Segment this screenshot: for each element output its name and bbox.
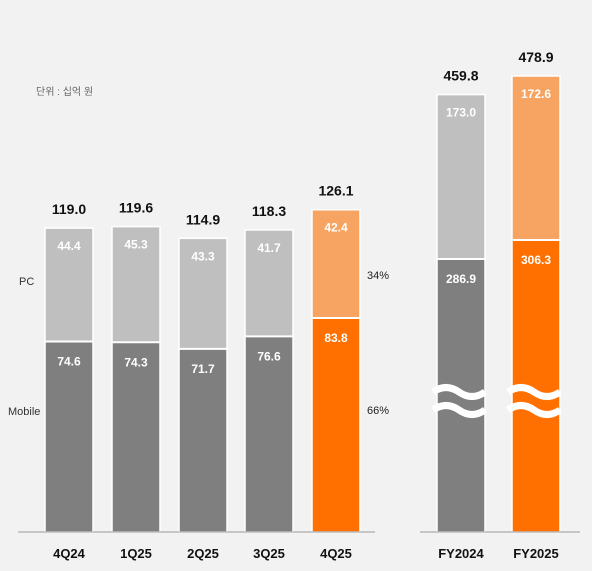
x-tick-label-3q25: 3Q25 <box>253 546 285 561</box>
pc-value-label-fy2025: 172.6 <box>521 87 551 101</box>
mobile-value-label-4q25: 83.8 <box>324 331 348 345</box>
bar-pc-3q25 <box>245 229 293 337</box>
x-tick-label-1q25: 1Q25 <box>120 546 152 561</box>
bar-mobile-1q25 <box>112 342 160 532</box>
bar-pc-1q25 <box>112 226 160 343</box>
axis-break-upper-fy2024 <box>431 384 487 400</box>
bar-pc-fy2025 <box>512 76 560 240</box>
pc-value-label-3q25: 41.7 <box>257 241 281 255</box>
legend-mobile: Mobile <box>8 406 40 418</box>
total-label-fy2025: 478.9 <box>518 49 553 65</box>
axis-break-lower-fy2025 <box>506 402 562 418</box>
unit-label: 단위 : 십억 원 <box>36 85 93 98</box>
axis-break-lower-fy2024 <box>431 402 487 418</box>
total-label-fy2024: 459.8 <box>443 68 478 84</box>
mobile-value-label-fy2025: 306.3 <box>521 253 551 267</box>
total-label-2q25: 114.9 <box>186 211 220 227</box>
x-tick-label-fy2025: FY2025 <box>513 546 559 561</box>
total-label-3q25: 118.3 <box>252 203 286 219</box>
pc-value-label-4q25: 42.4 <box>324 221 348 235</box>
mobile-share-label: 66% <box>367 405 389 417</box>
x-tick-label-4q24: 4Q24 <box>53 546 86 561</box>
x-tick-label-4q25: 4Q25 <box>320 546 352 561</box>
mobile-value-label-2q25: 71.7 <box>191 362 215 376</box>
bars-group: 119.0 44.4 74.6 4Q24 119.6 45.3 74.3 1Q25 114.9 4… <box>44 49 562 561</box>
bar-pc-2q25 <box>179 238 227 349</box>
legend-pc: PC <box>19 276 34 288</box>
mobile-value-label-1q25: 74.3 <box>124 355 148 369</box>
mobile-value-label-4q24: 74.6 <box>57 355 81 369</box>
bar-mobile-3q25 <box>245 336 293 532</box>
pc-value-label-2q25: 43.3 <box>191 249 215 263</box>
pc-value-label-fy2024: 173.0 <box>446 106 476 120</box>
mobile-value-label-fy2024: 286.9 <box>446 272 476 286</box>
bar-mobile-2q25 <box>179 348 227 532</box>
bar-pc-4q25 <box>312 209 360 319</box>
mobile-value-label-3q25: 76.6 <box>257 349 281 363</box>
x-tick-label-2q25: 2Q25 <box>187 546 219 561</box>
total-label-4q25: 126.1 <box>318 183 353 199</box>
axis-break-upper-fy2025 <box>506 384 562 400</box>
pc-share-label: 34% <box>367 270 389 282</box>
bar-mobile-4q25 <box>312 318 360 532</box>
total-label-1q25: 119.6 <box>119 200 153 216</box>
bar-pc-4q24 <box>45 228 93 342</box>
pc-value-label-4q24: 44.4 <box>57 239 81 253</box>
x-tick-label-fy2024: FY2024 <box>438 546 484 561</box>
total-label-4q24: 119.0 <box>52 201 86 217</box>
bar-mobile-4q24 <box>45 341 93 532</box>
pc-value-label-1q25: 45.3 <box>124 238 148 252</box>
bar-pc-fy2024 <box>437 94 485 259</box>
